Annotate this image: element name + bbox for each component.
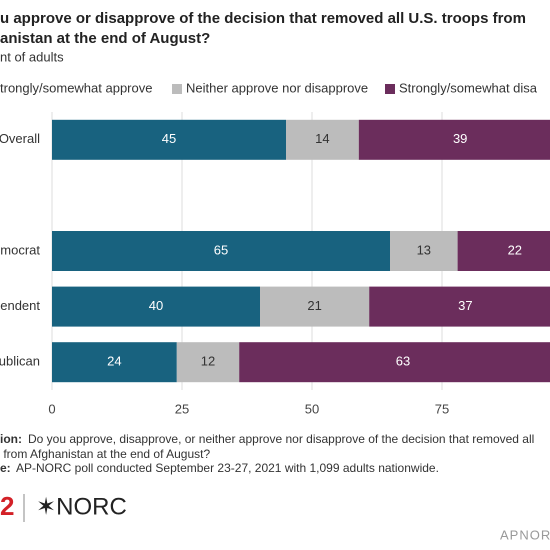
bar-segment — [52, 342, 177, 383]
bar-segment — [52, 286, 260, 327]
bar-segment — [52, 231, 390, 271]
value-label: 12 — [201, 354, 215, 369]
bar-segment — [176, 342, 240, 383]
y-tick-label: ublican — [0, 354, 40, 369]
legend-swatch — [385, 84, 395, 94]
site-label: APNOR — [500, 527, 550, 542]
ap-logo: 2 — [0, 491, 14, 521]
value-label: 13 — [417, 242, 431, 257]
y-tick-label: endent — [0, 298, 40, 313]
value-label: 22 — [508, 242, 522, 257]
legend-label: trongly/somewhat approve — [0, 80, 152, 95]
value-label: 14 — [315, 131, 329, 146]
source: AP-NORC poll conducted September 23-27, … — [16, 461, 439, 475]
bar-segment — [239, 342, 550, 383]
value-label: 37 — [458, 298, 472, 313]
bar-segment — [260, 286, 370, 327]
norc-logo: ✶NORC — [36, 493, 127, 520]
chart-title: anistan at the end of August? — [0, 30, 210, 47]
bar-segment — [457, 231, 550, 271]
bar-segment — [52, 119, 286, 160]
value-label: 45 — [162, 131, 176, 146]
footnote: Do you approve, disapprove, or neither a… — [28, 432, 534, 446]
value-label: 65 — [214, 242, 228, 257]
value-label: 21 — [307, 298, 321, 313]
value-label: 40 — [149, 298, 163, 313]
y-tick-label: mocrat — [0, 242, 40, 257]
x-tick-label: 75 — [435, 401, 449, 416]
footnote: from Afghanistan at the end of August? — [0, 447, 210, 461]
y-tick-label: Overall — [0, 131, 40, 146]
legend-label: Strongly/somewhat disa — [399, 80, 538, 95]
x-tick-label: 50 — [305, 401, 319, 416]
value-label: 24 — [107, 354, 121, 369]
bar-segment — [358, 119, 550, 160]
bar-segment — [286, 119, 359, 160]
value-label: 63 — [396, 354, 410, 369]
x-tick-label: 25 — [175, 401, 189, 416]
legend-label: Neither approve nor disapprove — [186, 80, 368, 95]
chart-subtitle: nt of adults — [0, 49, 64, 64]
x-tick-label: 0 — [48, 401, 55, 416]
footnote-label: ion: — [0, 432, 22, 446]
bar-segment — [390, 231, 458, 271]
value-label: 39 — [453, 131, 467, 146]
legend-swatch — [172, 84, 182, 94]
source-label: e: — [0, 461, 11, 475]
bar-segment — [369, 286, 550, 327]
chart-title: u approve or disapprove of the decision … — [0, 10, 526, 27]
